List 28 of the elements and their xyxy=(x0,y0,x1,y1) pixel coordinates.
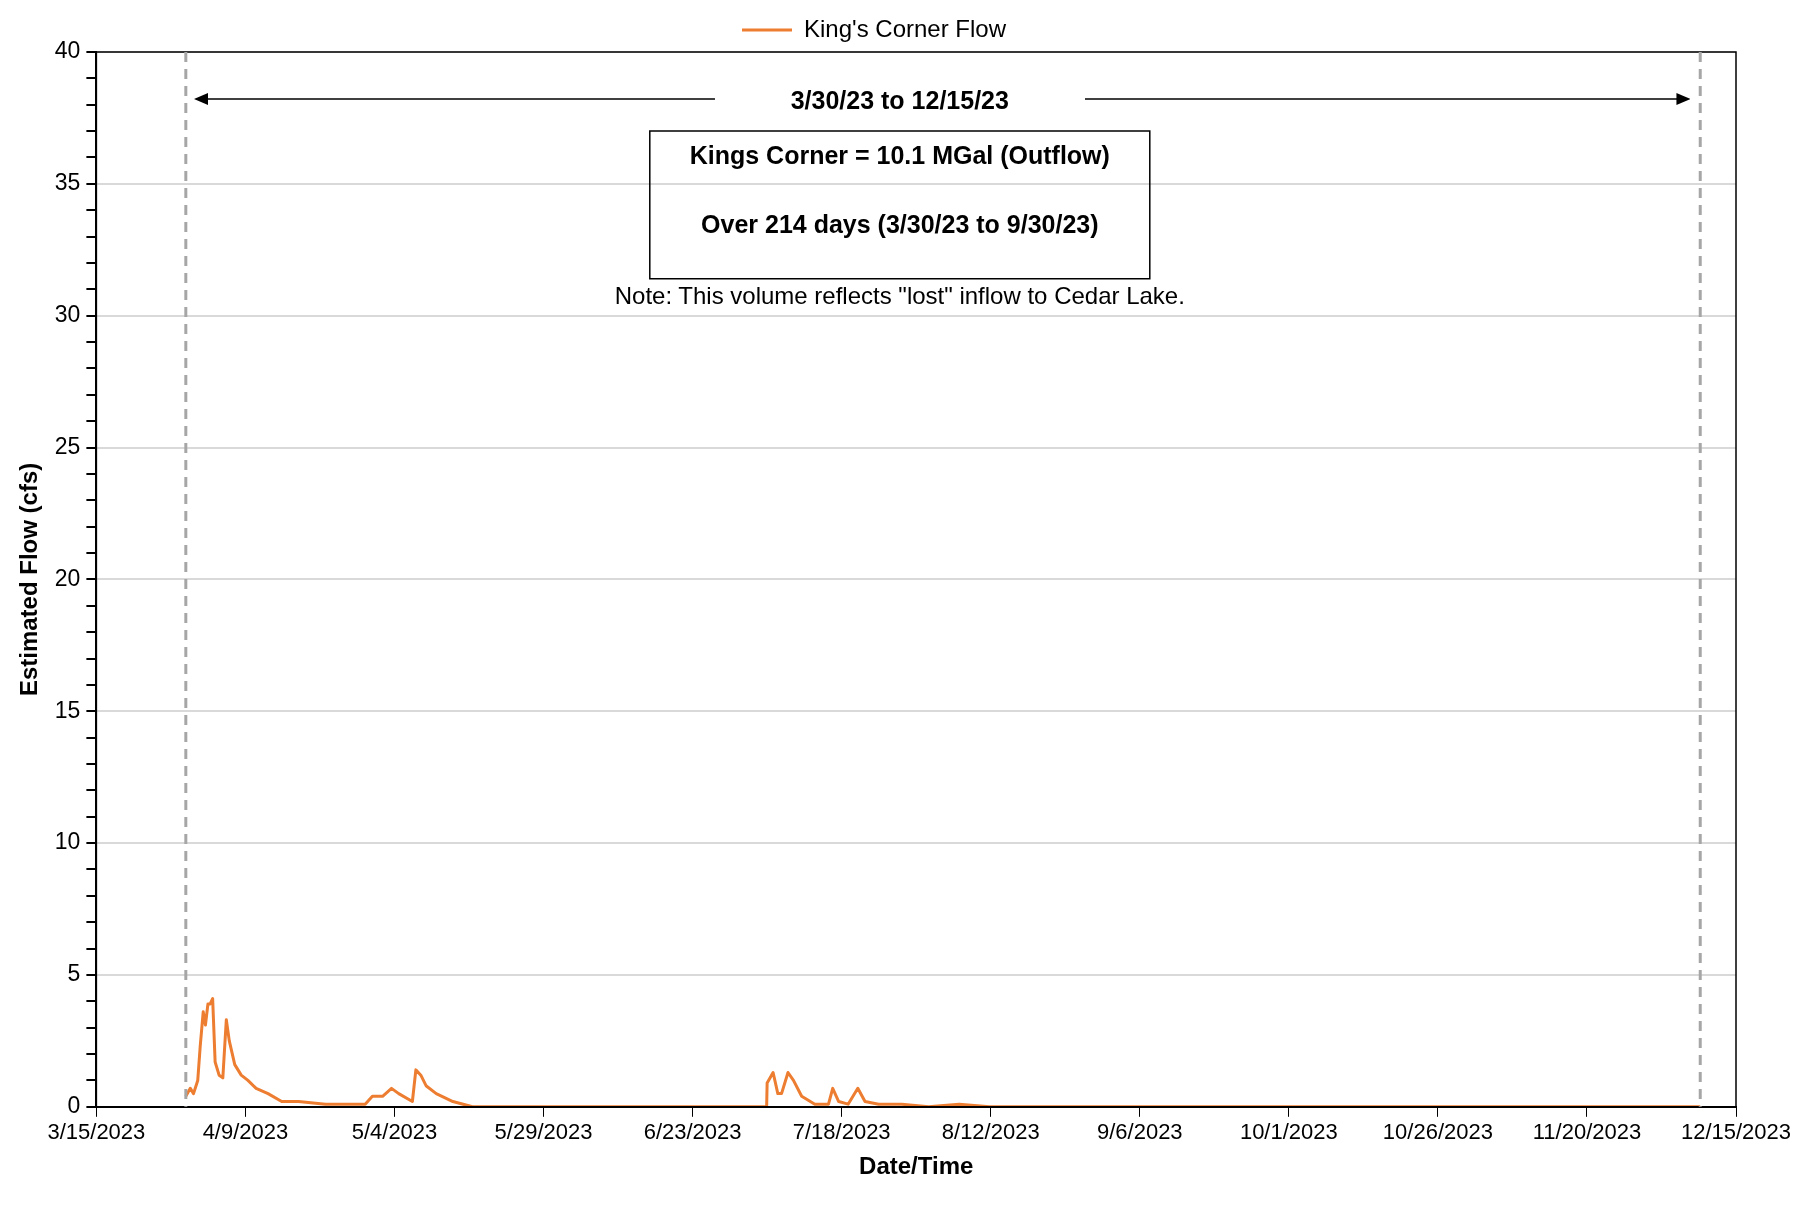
y-tick-label: 30 xyxy=(54,301,81,328)
y-tick-label: 0 xyxy=(67,1092,81,1119)
x-tick-label: 10/1/2023 xyxy=(1239,1119,1338,1145)
x-tick-label: 10/26/2023 xyxy=(1382,1119,1493,1145)
y-tick-label: 25 xyxy=(54,432,81,459)
y-tick-label: 10 xyxy=(54,828,81,855)
x-tick-label: 7/18/2023 xyxy=(792,1119,891,1145)
annotation: Note: This volume reflects "lost" inflow to Cedar Lake. xyxy=(614,281,1185,309)
x-tick-label: 5/4/2023 xyxy=(351,1119,438,1145)
x-tick-label: 6/23/2023 xyxy=(643,1119,742,1145)
x-tick-label: 8/12/2023 xyxy=(941,1119,1040,1145)
x-tick-label: 5/29/2023 xyxy=(494,1119,593,1145)
x-axis-title: Date/Time xyxy=(859,1152,974,1180)
y-tick-label: 20 xyxy=(54,564,81,591)
x-tick-label: 9/6/2023 xyxy=(1096,1119,1183,1145)
annotation: Kings Corner = 10.1 MGal (Outflow) xyxy=(689,141,1110,170)
y-tick-label: 40 xyxy=(54,37,81,64)
annotation: Over 214 days (3/30/23 to 9/30/23) xyxy=(701,209,1099,238)
y-tick-label: 15 xyxy=(54,696,81,723)
y-tick-label: 35 xyxy=(54,169,81,196)
y-axis-title: Estimated Flow (cfs) xyxy=(15,462,43,697)
x-tick-label: 3/15/2023 xyxy=(47,1119,146,1145)
legend-label: King's Corner Flow xyxy=(804,14,1007,42)
x-tick-label: 4/9/2023 xyxy=(202,1119,289,1145)
annotation: 3/30/23 to 12/15/23 xyxy=(790,85,1009,114)
x-tick-label: 12/15/2023 xyxy=(1680,1119,1792,1145)
y-tick-label: 5 xyxy=(67,960,81,987)
x-tick-label: 11/20/2023 xyxy=(1532,1119,1642,1145)
